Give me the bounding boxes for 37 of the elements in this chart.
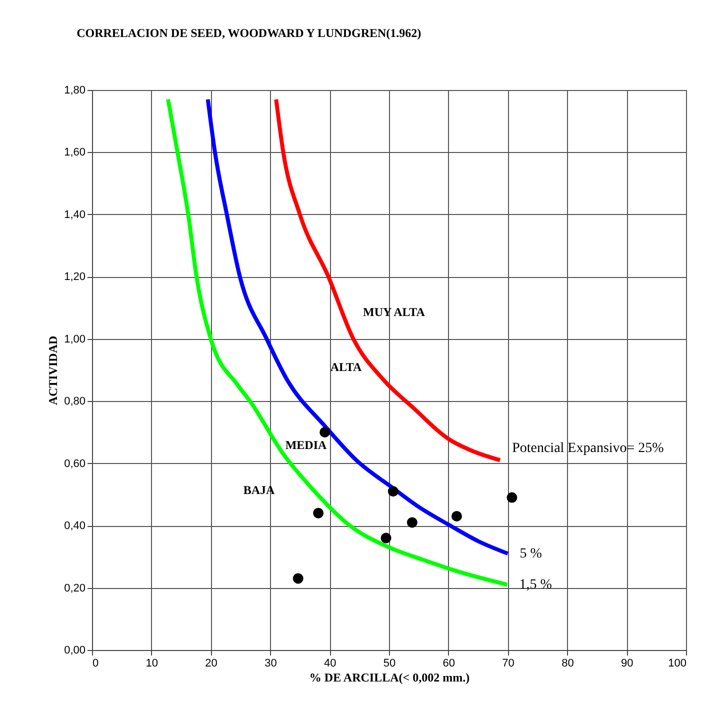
x-tick-label: 20 (205, 658, 218, 670)
y-tick-label: 0,40 (64, 520, 86, 532)
y-tick-label: 0,00 (64, 644, 86, 656)
y-tick-label: 1,40 (64, 208, 86, 221)
y-tick-label: 1,20 (64, 271, 86, 284)
x-tick-label: 0 (92, 658, 99, 670)
point (313, 508, 324, 518)
point (320, 426, 330, 438)
x-tick-label: 70 (502, 658, 514, 670)
x-tick-label: 50 (383, 658, 396, 670)
x-tick-label: 40 (324, 658, 336, 670)
x-tick-label: 10 (146, 658, 158, 670)
y-tick-label: 1,80 (64, 84, 86, 96)
y-tick-label: 0,20 (64, 582, 86, 594)
line-series (166, 97, 510, 587)
point (451, 510, 462, 522)
x-tick-label: 100 (668, 658, 686, 670)
y-tick-label: 0,60 (64, 458, 86, 470)
x-tick-label: 60 (442, 658, 456, 670)
x-axis-title: % DE ARCILLA(< 0,002 mm.) (309, 670, 470, 684)
point (388, 486, 398, 497)
y-tick-label: 1,60 (64, 146, 86, 159)
y-tick-label: 0,80 (64, 396, 86, 408)
line-series (206, 97, 510, 556)
x-tick-label: 80 (562, 658, 574, 670)
series-label: 5 % (520, 546, 542, 562)
x-tick-label: 30 (264, 658, 277, 670)
x-tick-label: 90 (620, 658, 634, 670)
line-series (274, 97, 502, 462)
point (406, 517, 418, 528)
chart-title: CORRELACION DE SEED, WOODWARD Y LUNDGREN(1.962) (76, 26, 422, 40)
y-tick-label: 1,00 (64, 333, 86, 346)
point (506, 492, 518, 503)
point (292, 573, 304, 584)
y-axis-title: ACTIVIDAD (46, 336, 60, 406)
point (380, 532, 392, 544)
annotation: MEDIA (285, 438, 327, 452)
